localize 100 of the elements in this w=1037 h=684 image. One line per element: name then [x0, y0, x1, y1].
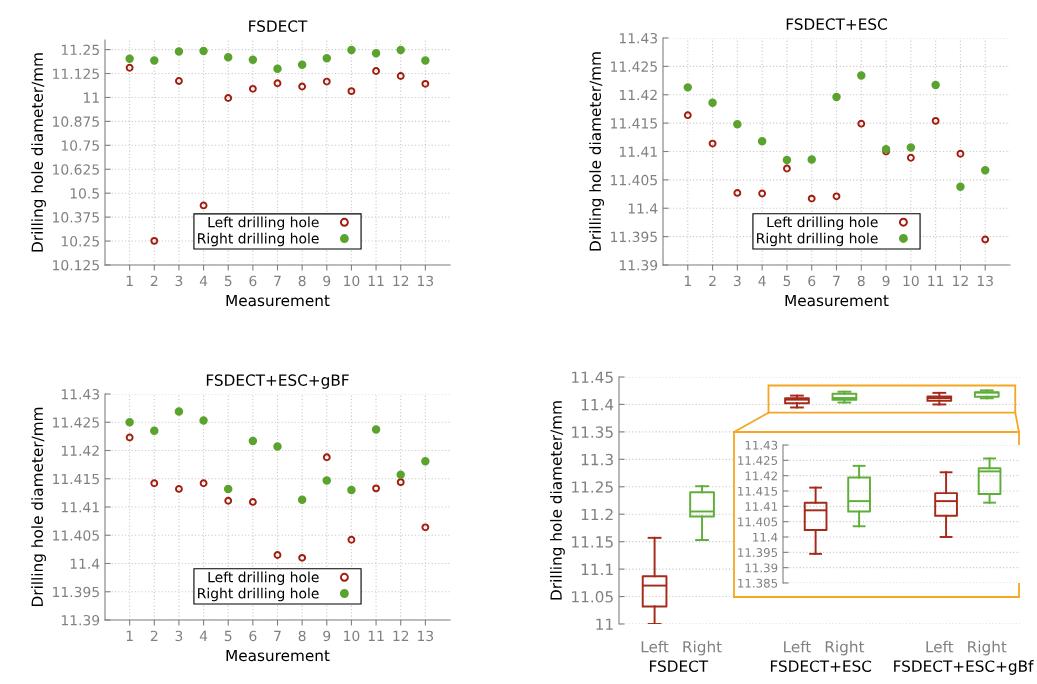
- y-axis-title: Drilling hole diameter/mm: [589, 52, 604, 251]
- x-tick-label: 6: [249, 275, 257, 287]
- y-tick-label: 11.4: [628, 203, 658, 214]
- y-tick-label: 11.395: [53, 586, 99, 598]
- y-tick-label: 11.125: [53, 68, 99, 79]
- x-tick-label: 12: [953, 275, 968, 286]
- x-tick-label: 4: [199, 275, 208, 286]
- x-tick-label: 8: [298, 630, 306, 642]
- x-tick-label: 9: [882, 275, 890, 287]
- x-tick-label: 11: [368, 630, 384, 641]
- y-tick-label: 10.75: [61, 140, 99, 151]
- y-tick-label: 11.415: [53, 473, 99, 485]
- y-tick-label: 11.25: [61, 44, 99, 56]
- x-tick-label: 7: [274, 275, 281, 286]
- y-tick-label: 11.415: [738, 486, 778, 496]
- legend-label: Right drilling hole: [198, 232, 319, 247]
- y-tick-label: 11.2: [581, 508, 613, 521]
- y-tick-label: 11.395: [611, 231, 657, 243]
- x-tick-label: 6: [808, 275, 816, 287]
- x-tick-label: 3: [734, 275, 741, 287]
- chart-title: FSDECT: [249, 20, 308, 32]
- x-tick-label: 4: [199, 630, 208, 641]
- y-tick-label: 11.41: [745, 502, 778, 511]
- x-tick-label: 3: [175, 275, 183, 287]
- y-tick-label: 11.42: [61, 445, 99, 456]
- y-tick-label: 11.405: [738, 517, 778, 527]
- legend-label: Right drilling hole: [198, 587, 319, 602]
- y-tick-label: 10.375: [53, 212, 99, 223]
- x-tick-label: 2: [150, 630, 158, 641]
- y-tick-label: 11.425: [53, 417, 99, 428]
- y-tick-label: 11.405: [611, 174, 657, 186]
- x-axis-title: Measurement: [226, 649, 330, 662]
- y-tick-label: 11.39: [619, 259, 658, 271]
- y-tick-label: 11.4: [70, 558, 100, 569]
- x-tick-label: 9: [323, 275, 331, 287]
- x-tick-label: 7: [833, 275, 840, 286]
- x-tick-label: 1: [684, 275, 691, 286]
- y-tick-label: 10.875: [53, 116, 99, 127]
- x-tick-label: 5: [224, 630, 232, 642]
- y-tick-label: 10.625: [53, 164, 99, 175]
- y-tick-label: 11.3: [581, 453, 613, 466]
- y-tick-label: 11.405: [53, 530, 99, 541]
- y-axis-title: Drilling hole diameter/mm: [550, 401, 565, 600]
- x-tick-label: Left: [641, 640, 669, 653]
- y-axis-title: Drilling hole diameter/mm: [31, 53, 46, 252]
- y-tick-label: 11.43: [619, 32, 658, 44]
- y-tick-label: 11.4: [753, 532, 778, 542]
- x-tick-label: 13: [977, 275, 993, 287]
- y-tick-label: 11.43: [745, 440, 778, 450]
- y-tick-label: 11.4: [581, 399, 614, 411]
- x-tick-label: 10: [344, 275, 360, 287]
- x-tick-label: 1: [126, 275, 133, 286]
- x-tick-label: 5: [783, 275, 791, 287]
- y-tick-label: 10.25: [61, 236, 99, 247]
- x-tick-label: 1: [126, 630, 133, 641]
- y-tick-label: 11.385: [738, 578, 778, 588]
- chart-title: FSDECT+ESC: [786, 18, 887, 30]
- y-tick-label: 11.415: [611, 118, 657, 129]
- x-tick-label: 8: [298, 275, 306, 287]
- text: FSDECT+ESC+gBf: [894, 660, 1034, 675]
- x-tick-label: 4: [758, 275, 766, 286]
- x-axis-title: Measurement: [226, 294, 330, 307]
- y-tick-label: 11.41: [619, 146, 657, 157]
- x-tick-label: Right: [825, 640, 865, 656]
- x-tick-label: 2: [150, 275, 158, 286]
- x-tick-label: Right: [968, 640, 1007, 656]
- x-tick-label: 10: [344, 630, 360, 642]
- x-tick-label: 10: [903, 275, 919, 287]
- x-tick-label: 11: [368, 275, 384, 286]
- x-tick-label: Left: [784, 640, 811, 653]
- y-tick-label: 11.39: [61, 614, 100, 626]
- x-tick-label: 9: [323, 630, 331, 642]
- y-tick-label: 11.42: [619, 89, 657, 101]
- x-tick-label: 6: [249, 630, 257, 642]
- x-axis-title: Measurement: [785, 294, 889, 307]
- x-tick-label: 13: [418, 275, 434, 287]
- x-tick-label: 5: [224, 275, 232, 287]
- legend-label: Right drilling hole: [757, 232, 878, 247]
- x-tick-label: 12: [393, 630, 409, 641]
- x-tick-label: 13: [418, 630, 434, 642]
- y-tick-label: 11.395: [738, 548, 778, 557]
- x-tick-label: 7: [274, 630, 281, 641]
- y-tick-label: 11.425: [738, 456, 778, 465]
- legend-label: Left drilling hole: [767, 216, 878, 230]
- y-tick-label: 11.39: [745, 563, 778, 573]
- x-tick-label: 2: [709, 275, 716, 286]
- text: FSDECT+ESC: [770, 660, 872, 672]
- y-tick-label: 11.05: [572, 591, 613, 603]
- y-tick-label: 11.25: [572, 481, 613, 493]
- x-tick-label: 8: [857, 275, 865, 287]
- y-tick-label: 11.1: [581, 563, 613, 575]
- y-tick-label: 10.5: [70, 188, 99, 199]
- y-tick-label: 11: [83, 92, 99, 103]
- y-tick-label: 11: [596, 618, 613, 630]
- chart-title: FSDECT+ESC+gBF: [206, 374, 349, 389]
- y-tick-label: 11.43: [61, 388, 100, 400]
- x-tick-label: 11: [928, 275, 944, 286]
- y-tick-label: 11.425: [611, 61, 657, 72]
- y-tick-label: 11.15: [572, 536, 613, 548]
- y-axis-title: Drilling hole diameter/mm: [31, 407, 46, 606]
